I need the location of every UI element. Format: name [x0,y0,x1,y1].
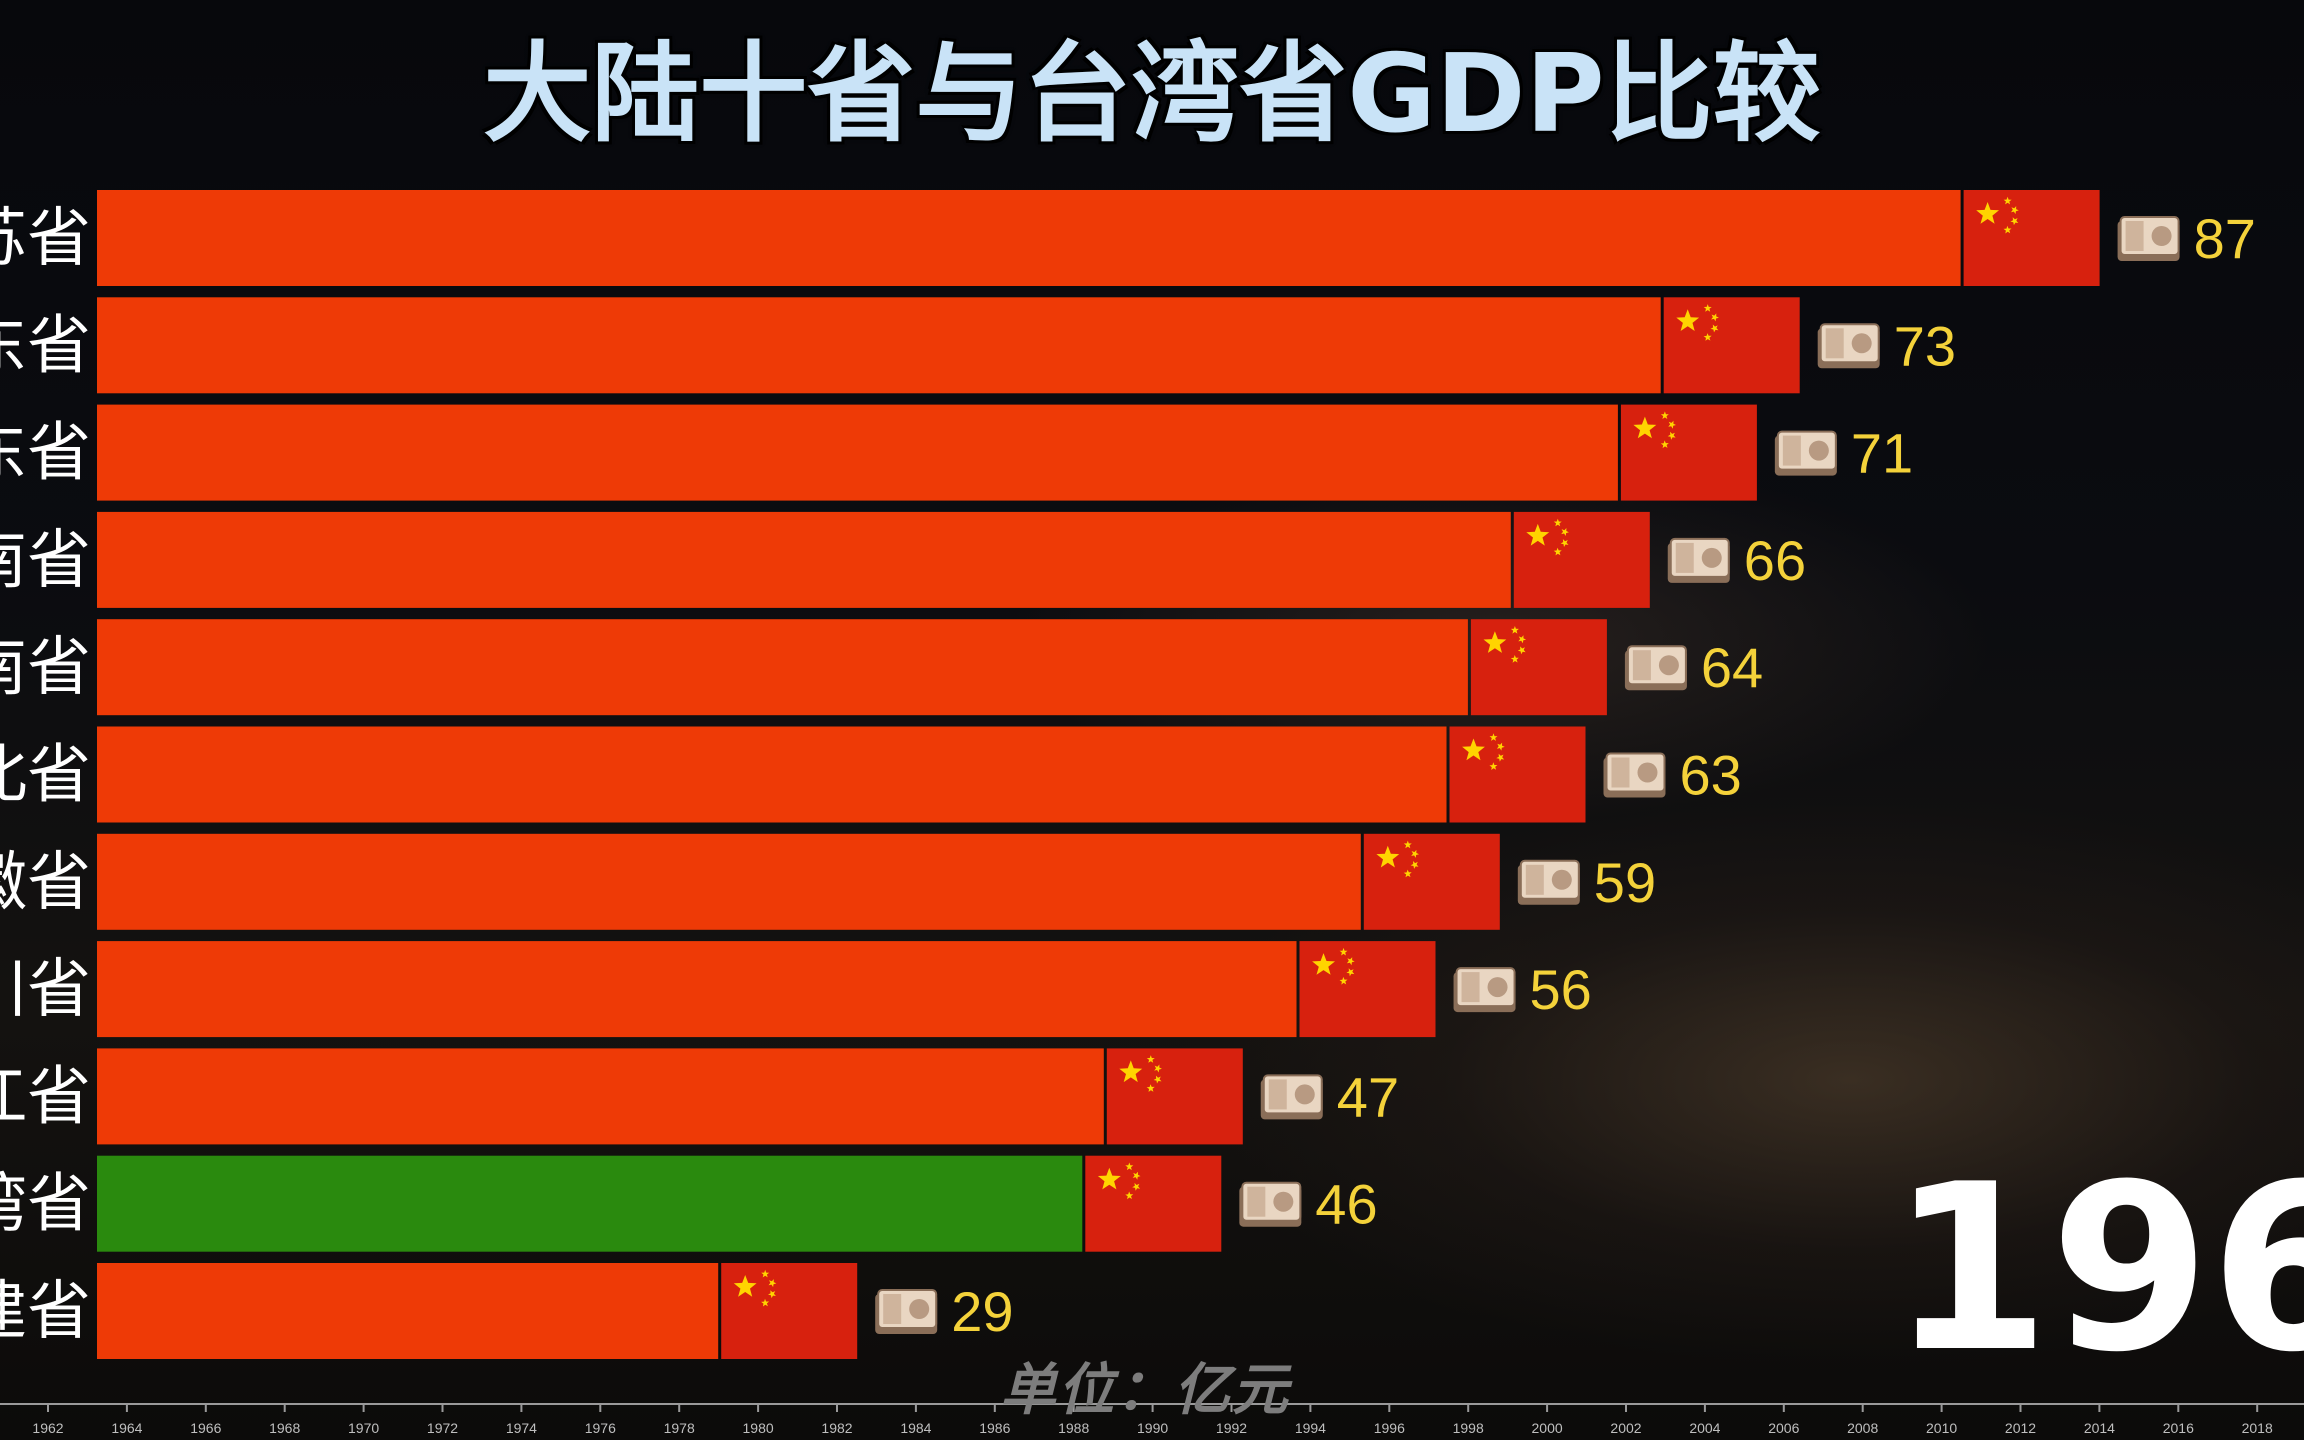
x-tick-label: 1974 [506,1420,537,1436]
value-label: 46 [1315,1173,1377,1236]
x-tick-label: 1988 [1058,1420,1089,1436]
bar [97,404,1618,501]
x-tick-label: 1986 [979,1420,1010,1436]
x-tick-label: 2016 [2163,1420,2194,1436]
x-tick-label: 2010 [1926,1420,1957,1436]
x-tick-label: 1996 [1374,1420,1405,1436]
china-flag-icon [721,1263,858,1359]
value-label: 63 [1680,744,1742,807]
bar [97,1155,1083,1252]
category-label: 南省 [0,631,91,705]
money-bundle-icon [1774,430,1837,476]
value-label: 56 [1530,958,1592,1021]
bar [97,1263,719,1359]
category-label: 建省 [0,1275,91,1349]
category-label: 东省 [0,309,91,383]
bar [97,833,1361,930]
x-tick-label: 2018 [2242,1420,2273,1436]
unit-label: 单位：亿元 [1000,1358,1290,1423]
bar [97,297,1661,394]
china-flag-icon [1963,190,2100,286]
x-tick-label: 1980 [743,1420,774,1436]
bar [97,190,1961,286]
value-label: 64 [1701,636,1763,699]
value-label: 71 [1851,422,1913,485]
bar [97,726,1447,823]
x-tick-label: 2000 [1532,1420,1563,1436]
china-flag-icon [1363,833,1500,930]
category-label: 徽省 [0,846,91,920]
money-bundle-icon [1260,1074,1323,1120]
x-tick-label: 1998 [1453,1420,1484,1436]
money-bundle-icon [1517,859,1580,905]
money-bundle-icon [2117,216,2180,261]
china-flag-icon [1470,619,1607,716]
china-flag-icon [1513,511,1650,608]
value-label: 29 [951,1280,1013,1343]
value-label: 66 [1744,529,1806,592]
category-label: 南省 [0,524,91,598]
china-flag-icon [1663,297,1800,394]
value-label: 59 [1594,851,1656,914]
category-label: 川省 [0,953,91,1027]
x-tick-label: 1992 [1216,1420,1247,1436]
x-tick-label: 1982 [821,1420,852,1436]
china-flag-icon [1449,726,1586,823]
x-tick-label: 1984 [900,1420,931,1436]
x-tick-label: 2012 [2005,1420,2036,1436]
value-label: 73 [1894,314,1956,377]
money-bundle-icon [1817,323,1880,369]
x-tick-label: 1970 [348,1420,379,1436]
value-label: 87 [2194,207,2256,270]
category-label: 江省 [0,1060,91,1134]
x-tick-label: 2008 [1847,1420,1878,1436]
china-flag-icon [1106,1048,1243,1145]
category-label: 湾省 [0,1168,91,1242]
category-label: 东省 [0,417,91,491]
money-bundle-icon [1453,967,1516,1013]
money-bundle-icon [1624,645,1687,691]
money-bundle-icon [875,1289,938,1334]
x-tick-label: 1978 [664,1420,695,1436]
category-label: 苏省 [0,202,91,276]
x-tick-label: 2004 [1689,1420,1720,1436]
china-flag-icon [1620,404,1757,501]
year-label: 1960 [1890,1136,2304,1403]
x-tick-label: 1990 [1137,1420,1168,1436]
value-label: 47 [1337,1065,1399,1128]
x-tick-label: 1972 [427,1420,458,1436]
x-tick-label: 1994 [1295,1420,1326,1436]
bar [97,1048,1104,1145]
x-tick-label: 1964 [111,1420,142,1436]
x-tick-label: 2014 [2084,1420,2115,1436]
money-bundle-icon [1239,1181,1302,1227]
bar [97,511,1511,608]
x-tick-label: 1966 [190,1420,221,1436]
x-tick-label: 1968 [269,1420,300,1436]
x-tick-label: 1962 [32,1420,63,1436]
chart-title: 大陆十省与台湾省GDP比较 [483,32,1821,157]
china-flag-icon [1085,1155,1222,1252]
x-tick-label: 2002 [1610,1420,1641,1436]
china-flag-icon [1299,941,1436,1038]
bar [97,941,1297,1038]
bar [97,619,1468,716]
money-bundle-icon [1667,537,1730,583]
money-bundle-icon [1603,752,1666,798]
x-tick-label: 1976 [585,1420,616,1436]
category-label: 北省 [0,739,91,813]
x-tick-label: 2006 [1768,1420,1799,1436]
